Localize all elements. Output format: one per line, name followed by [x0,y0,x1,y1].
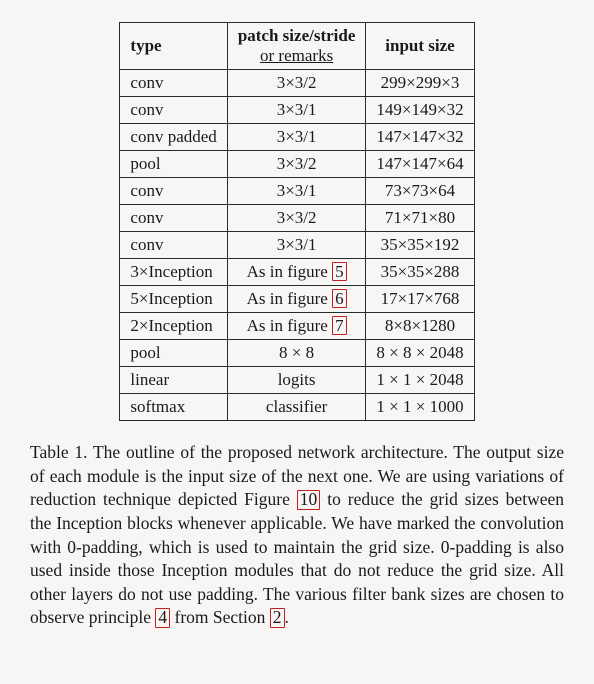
cell-patchsize: As in figure 5 [227,259,366,286]
table-row: pool8 × 88 × 8 × 2048 [120,340,474,367]
cell-patchsize: As in figure 6 [227,286,366,313]
cell-type: pool [120,151,227,178]
cell-patchsize: logits [227,367,366,394]
table-row: softmaxclassifier1 × 1 × 1000 [120,394,474,421]
cell-inputsize: 149×149×32 [366,97,474,124]
col-inputsize: input size [366,23,474,70]
cell-type: conv [120,70,227,97]
cell-patchsize: 3×3/2 [227,70,366,97]
cell-patchsize: 3×3/2 [227,151,366,178]
col-patchsize-main: patch size/stride [238,26,356,46]
cell-type: conv padded [120,124,227,151]
cell-inputsize: 147×147×32 [366,124,474,151]
table-body: conv3×3/2299×299×3conv3×3/1149×149×32con… [120,70,474,421]
cell-inputsize: 17×17×768 [366,286,474,313]
col-type-label: type [130,36,161,55]
cell-patchsize: 8 × 8 [227,340,366,367]
cell-inputsize: 8×8×1280 [366,313,474,340]
table-row: conv3×3/271×71×80 [120,205,474,232]
cell-patchsize-prefix: As in figure [247,289,332,308]
cell-type: softmax [120,394,227,421]
cell-type: 5×Inception [120,286,227,313]
cross-ref[interactable]: 2 [270,608,285,628]
figure-ref[interactable]: 6 [332,289,347,308]
cell-patchsize: 3×3/1 [227,97,366,124]
cell-type: 3×Inception [120,259,227,286]
cell-type: conv [120,178,227,205]
cell-patchsize: 3×3/1 [227,232,366,259]
cell-inputsize: 71×71×80 [366,205,474,232]
table-row: conv3×3/173×73×64 [120,178,474,205]
cell-patchsize: classifier [227,394,366,421]
caption-text: to reduce the grid sizes between the Inc… [30,489,564,627]
table-container: type patch size/stride or remarks input … [30,22,564,421]
table-row: conv3×3/135×35×192 [120,232,474,259]
cell-inputsize: 147×147×64 [366,151,474,178]
cross-ref[interactable]: 4 [155,608,170,628]
figure-ref[interactable]: 7 [332,316,347,335]
cell-patchsize: 3×3/2 [227,205,366,232]
cell-patchsize-prefix: As in figure [247,262,332,281]
table-row: 2×InceptionAs in figure 78×8×1280 [120,313,474,340]
cell-type: conv [120,232,227,259]
table-header-row: type patch size/stride or remarks input … [120,23,474,70]
table-row: pool3×3/2147×147×64 [120,151,474,178]
cross-ref[interactable]: 10 [297,490,321,510]
cell-inputsize: 35×35×192 [366,232,474,259]
caption-text: . [285,607,289,627]
cell-type: conv [120,97,227,124]
col-patchsize: patch size/stride or remarks [227,23,366,70]
figure-ref[interactable]: 5 [332,262,347,281]
cell-type: linear [120,367,227,394]
table-row: linearlogits1 × 1 × 2048 [120,367,474,394]
cell-patchsize: 3×3/1 [227,124,366,151]
table-row: 3×InceptionAs in figure 535×35×288 [120,259,474,286]
cell-patchsize-prefix: As in figure [247,316,332,335]
cell-inputsize: 1 × 1 × 2048 [366,367,474,394]
cell-type: pool [120,340,227,367]
cell-type: 2×Inception [120,313,227,340]
col-patchsize-sub: or remarks [238,46,356,66]
table-row: conv padded3×3/1147×147×32 [120,124,474,151]
cell-patchsize: As in figure 7 [227,313,366,340]
cell-inputsize: 73×73×64 [366,178,474,205]
caption-text: from Section [170,607,270,627]
cell-patchsize: 3×3/1 [227,178,366,205]
cell-inputsize: 299×299×3 [366,70,474,97]
table-caption: Table 1. The outline of the proposed net… [30,441,564,630]
table-row: 5×InceptionAs in figure 617×17×768 [120,286,474,313]
table-row: conv3×3/1149×149×32 [120,97,474,124]
cell-inputsize: 1 × 1 × 1000 [366,394,474,421]
col-type: type [120,23,227,70]
cell-inputsize: 35×35×288 [366,259,474,286]
table-row: conv3×3/2299×299×3 [120,70,474,97]
cell-type: conv [120,205,227,232]
architecture-table: type patch size/stride or remarks input … [119,22,474,421]
cell-inputsize: 8 × 8 × 2048 [366,340,474,367]
col-inputsize-label: input size [385,36,454,55]
